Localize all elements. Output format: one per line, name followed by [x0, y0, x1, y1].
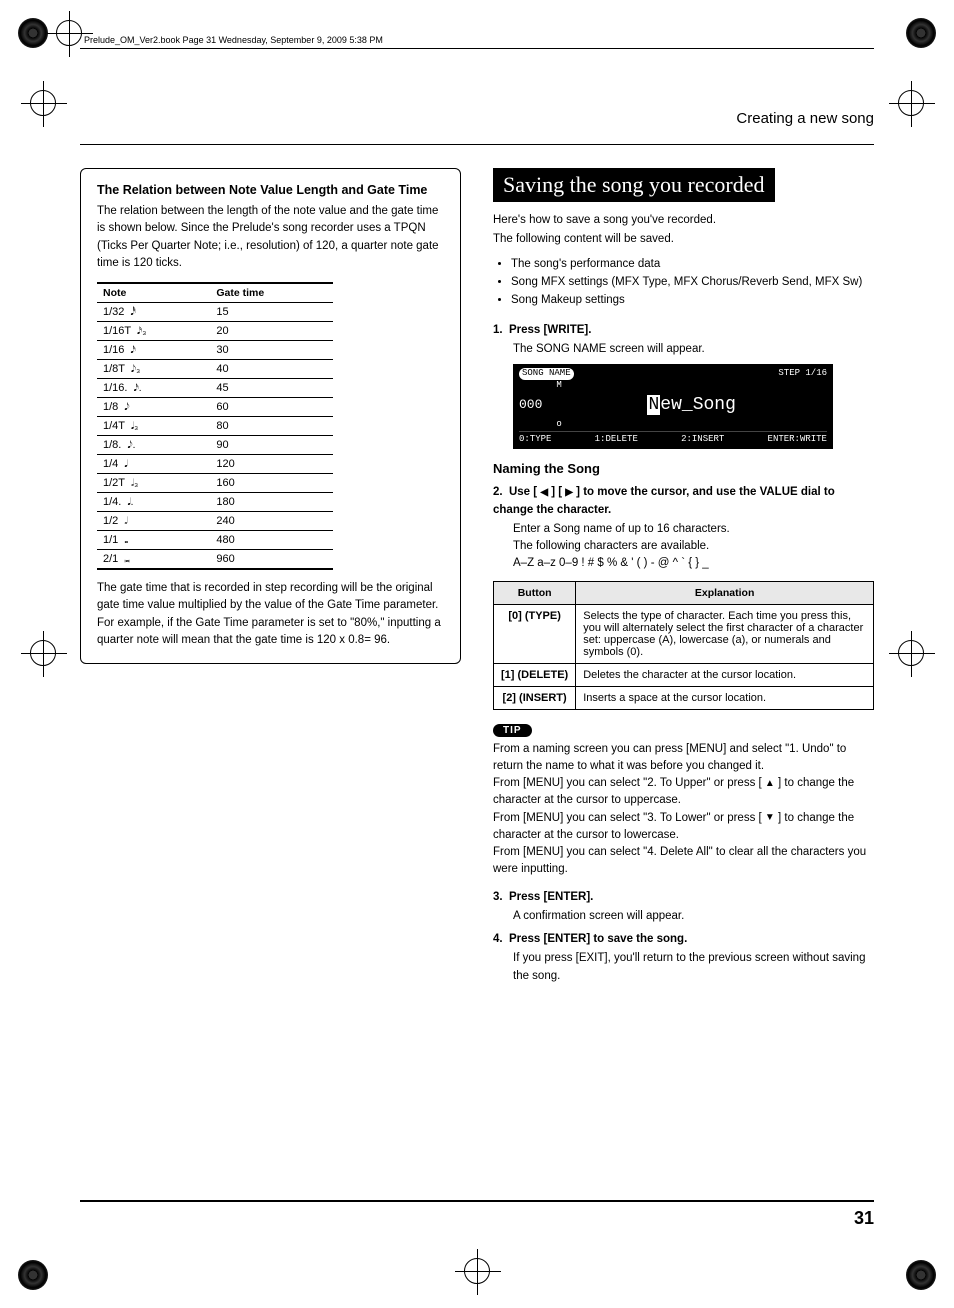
- lcd-soft-3: ENTER:WRITE: [768, 434, 827, 446]
- table-row: 1/4. 𝅘𝅥.180: [97, 493, 333, 512]
- table-row: 1/4T 𝅘𝅥₃80: [97, 417, 333, 436]
- right-column: Saving the song you recorded Here's how …: [493, 168, 874, 987]
- rosette-top-right: [906, 18, 936, 48]
- saving-banner: Saving the song you recorded: [493, 168, 775, 202]
- lcd-upper: M: [556, 380, 827, 392]
- lcd-tab: SONG NAME: [519, 368, 574, 380]
- lcd-soft-1: 1:DELETE: [595, 434, 638, 446]
- box-heading: The Relation between Note Value Length a…: [97, 183, 444, 197]
- step-1-text: Press [WRITE].: [509, 324, 591, 336]
- step-3: 3. Press [ENTER].: [493, 889, 874, 906]
- table-row: [2] (INSERT)Inserts a space at the curso…: [494, 686, 874, 709]
- lcd-num: 000: [519, 397, 542, 414]
- table-row: 1/4 𝅘𝅥120: [97, 455, 333, 474]
- footer-rule: [80, 1200, 874, 1202]
- table-row: 1/2 𝅗𝅥240: [97, 512, 333, 531]
- step-2-num: 2.: [493, 486, 503, 498]
- box-paragraph-1: The relation between the length of the n…: [97, 203, 444, 272]
- reg-mark-side2: [898, 90, 924, 116]
- list-item: Song MFX settings (MFX Type, MFX Chorus/…: [511, 273, 874, 291]
- gate-time-table: Note Gate time 1/32 𝅘𝅥𝅰151/16T 𝅘𝅥𝅯₃201/1…: [97, 282, 333, 570]
- lcd-name: New_Song: [556, 394, 827, 417]
- header-rule: [80, 48, 874, 49]
- table-row: 1/2T 𝅗𝅥₃160: [97, 474, 333, 493]
- table-row: 1/8. 𝅘𝅥𝅮.90: [97, 436, 333, 455]
- table-row: 1/16T 𝅘𝅥𝅯₃20: [97, 322, 333, 341]
- table-row: 1/1 𝅝480: [97, 531, 333, 550]
- reg-mark-top: [56, 20, 82, 46]
- step-4: 4. Press [ENTER] to save the song.: [493, 931, 874, 948]
- gate-time-box: The Relation between Note Value Length a…: [80, 168, 461, 664]
- table-row: 2/1 𝅜960: [97, 550, 333, 570]
- lcd-soft-0: 0:TYPE: [519, 434, 551, 446]
- reg-mark-side: [30, 90, 56, 116]
- intro-1: Here's how to save a song you've recorde…: [493, 212, 874, 229]
- step-1-body: The SONG NAME screen will appear.: [513, 341, 874, 358]
- reg-mark-left: [30, 640, 56, 666]
- step-3-body: A confirmation screen will appear.: [513, 908, 874, 925]
- running-head: Prelude_OM_Ver2.book Page 31 Wednesday, …: [84, 35, 383, 45]
- step-1-num: 1.: [493, 324, 503, 336]
- list-item: Song Makeup settings: [511, 291, 874, 309]
- table-row: [1] (DELETE)Deletes the character at the…: [494, 663, 874, 686]
- top-rule: [80, 144, 874, 145]
- step-2: 2. Use [ ◀ ] [ ▶ ] to move the cursor, a…: [493, 484, 874, 519]
- lcd-soft-2: 2:INSERT: [681, 434, 724, 446]
- button-table: Button Explanation [0] (TYPE)Selects the…: [493, 581, 874, 710]
- table-row: 1/8T 𝅘𝅥𝅮₃40: [97, 360, 333, 379]
- lcd-step: STEP 1/16: [778, 368, 827, 380]
- rosette-top-left: [18, 18, 48, 48]
- lcd-screenshot: SONG NAME STEP 1/16 000 M New_Song o 0:T…: [513, 364, 833, 449]
- reg-mark-bot: [464, 1258, 490, 1284]
- left-arrow-icon: ◀: [540, 485, 548, 500]
- th-gate: Gate time: [210, 283, 333, 303]
- table-row: 1/16. 𝅘𝅥𝅯.45: [97, 379, 333, 398]
- step-4-body: If you press [EXIT], you'll return to th…: [513, 950, 874, 985]
- table-row: 1/32 𝅘𝅥𝅰15: [97, 303, 333, 322]
- naming-heading: Naming the Song: [493, 461, 874, 476]
- up-arrow-icon: ▲: [765, 776, 775, 791]
- list-item: The song's performance data: [511, 255, 874, 273]
- rosette-bot-left: [18, 1260, 48, 1290]
- down-arrow-icon: ▼: [765, 810, 775, 825]
- lcd-lower: o: [556, 419, 827, 431]
- section-title: Creating a new song: [736, 110, 874, 127]
- tip-text: From a naming screen you can press [MENU…: [493, 741, 874, 879]
- btn-th-2: Explanation: [576, 581, 874, 604]
- table-row: [0] (TYPE)Selects the type of character.…: [494, 604, 874, 663]
- reg-mark-right: [898, 640, 924, 666]
- rosette-bot-right: [906, 1260, 936, 1290]
- table-row: 1/16 𝅘𝅥𝅯30: [97, 341, 333, 360]
- right-arrow-icon: ▶: [565, 485, 573, 500]
- th-note: Note: [97, 283, 210, 303]
- left-column: The Relation between Note Value Length a…: [80, 168, 461, 987]
- btn-th-1: Button: [494, 581, 576, 604]
- table-row: 1/8 𝅘𝅥𝅮60: [97, 398, 333, 417]
- save-bullets: The song's performance dataSong MFX sett…: [511, 255, 874, 310]
- step-1: 1. Press [WRITE].: [493, 322, 874, 339]
- tip-pill: TIP: [493, 724, 532, 737]
- box-paragraph-2: The gate time that is recorded in step r…: [97, 580, 444, 649]
- intro-2: The following content will be saved.: [493, 231, 874, 248]
- step-2-body: Enter a Song name of up to 16 characters…: [513, 521, 874, 573]
